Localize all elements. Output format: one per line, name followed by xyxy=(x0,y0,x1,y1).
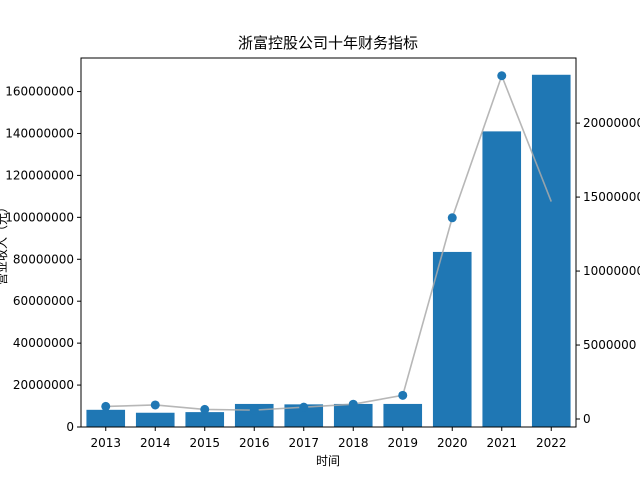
line-point-2014 xyxy=(150,400,160,410)
left-tick-label: 160000000 xyxy=(5,85,74,99)
x-tick-label: 2013 xyxy=(90,436,121,450)
chart-title: 浙富控股公司十年财务指标 xyxy=(238,34,418,52)
x-axis-title: 时间 xyxy=(316,454,340,468)
bar-2013 xyxy=(86,409,126,427)
right-tick-label: 5000000 xyxy=(583,338,636,352)
line-point-2013 xyxy=(101,401,111,411)
right-tick-label: 0 xyxy=(583,412,591,426)
line-point-2015 xyxy=(200,404,210,414)
x-tick-label: 2015 xyxy=(189,436,220,450)
x-tick-label: 2020 xyxy=(437,436,468,450)
line-point-2020 xyxy=(447,213,457,223)
left-tick-label: 140000000 xyxy=(5,126,74,140)
bar-2018 xyxy=(333,403,373,427)
y-axis-title: 营业收入（元） xyxy=(0,201,9,285)
right-tick-label: 10000000 xyxy=(583,264,640,278)
x-tick-label: 2018 xyxy=(338,436,369,450)
left-tick-label: 60000000 xyxy=(13,294,74,308)
line-point-2018 xyxy=(348,399,358,409)
line-point-2021 xyxy=(497,71,507,81)
x-tick-label: 2014 xyxy=(140,436,171,450)
right-tick-label: 20000000 xyxy=(583,116,640,130)
x-tick-label: 2017 xyxy=(288,436,319,450)
line-point-2019 xyxy=(398,390,408,400)
axes: 0 20000000 40000000 60000000 80000000 1000000… xyxy=(5,57,640,450)
plot-frame xyxy=(80,57,577,428)
x-tick-label: 2019 xyxy=(387,436,418,450)
left-tick-label: 120000000 xyxy=(5,168,74,182)
line-series xyxy=(105,73,552,411)
left-tick-label: 100000000 xyxy=(5,210,74,224)
bar-2019 xyxy=(383,403,423,427)
x-tick-label: 2016 xyxy=(239,436,270,450)
plot-area xyxy=(86,71,571,428)
left-tick-label: 40000000 xyxy=(13,336,74,350)
x-tick-label: 2021 xyxy=(486,436,517,450)
left-tick-label: 80000000 xyxy=(13,252,74,266)
bar-2022 xyxy=(531,74,571,428)
line-point-2016 xyxy=(249,405,259,415)
x-tick-label: 2022 xyxy=(536,436,567,450)
bar-2015 xyxy=(185,412,225,427)
right-tick-label: 15000000 xyxy=(583,190,640,204)
bar-2017 xyxy=(284,404,324,427)
bar-2020 xyxy=(432,251,472,427)
line-point-2017 xyxy=(299,402,309,412)
left-tick-label: 20000000 xyxy=(13,378,74,392)
left-tick-label: 0 xyxy=(66,420,74,434)
bar-2014 xyxy=(135,412,175,427)
bar-2021 xyxy=(482,131,522,427)
